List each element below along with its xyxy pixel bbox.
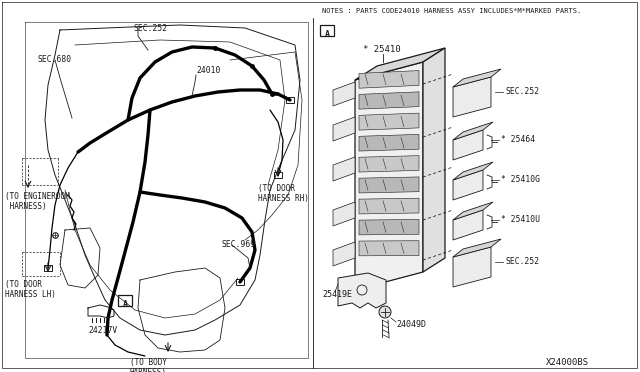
Bar	[236, 279, 244, 285]
Polygon shape	[333, 117, 355, 141]
Text: * 25464: * 25464	[501, 135, 535, 144]
Text: (TO DOOR
HARNESS LH): (TO DOOR HARNESS LH)	[5, 280, 56, 299]
Circle shape	[379, 306, 391, 318]
Polygon shape	[423, 48, 445, 272]
Polygon shape	[333, 157, 355, 181]
Text: (TO DOOR
HARNESS RH): (TO DOOR HARNESS RH)	[258, 184, 309, 203]
Text: * 25410G: * 25410G	[501, 176, 540, 185]
Polygon shape	[355, 48, 445, 80]
Text: SEC.969: SEC.969	[222, 240, 256, 249]
Polygon shape	[453, 130, 483, 160]
Bar	[118, 295, 132, 306]
Text: SEC.252: SEC.252	[505, 257, 539, 266]
Bar	[286, 97, 294, 103]
Text: A: A	[324, 30, 330, 39]
Text: * 25410U: * 25410U	[501, 215, 540, 224]
Polygon shape	[453, 69, 501, 87]
Polygon shape	[359, 71, 419, 88]
Polygon shape	[333, 242, 355, 266]
Bar	[274, 172, 282, 178]
Text: 24010: 24010	[196, 66, 220, 75]
Polygon shape	[355, 62, 423, 290]
Text: 25419E: 25419E	[322, 290, 352, 299]
Polygon shape	[359, 113, 419, 130]
Polygon shape	[359, 134, 419, 151]
Text: A: A	[122, 300, 127, 309]
Polygon shape	[453, 77, 491, 117]
Text: NOTES : PARTS CODE24010 HARNESS ASSY INCLUDES*M*MARKED PARTS.: NOTES : PARTS CODE24010 HARNESS ASSY INC…	[322, 8, 581, 14]
Text: (TO ENGINEROOM
 HARNESS): (TO ENGINEROOM HARNESS)	[5, 192, 70, 211]
Polygon shape	[453, 202, 493, 220]
Polygon shape	[359, 155, 419, 172]
Polygon shape	[359, 92, 419, 109]
Polygon shape	[359, 241, 419, 256]
Polygon shape	[359, 219, 419, 235]
Polygon shape	[453, 162, 493, 180]
Polygon shape	[333, 82, 355, 106]
Text: (TO BODY
HARNESS): (TO BODY HARNESS)	[129, 358, 166, 372]
Text: 24217V: 24217V	[88, 326, 117, 335]
Text: 24049D: 24049D	[396, 320, 426, 329]
Bar	[320, 25, 334, 36]
Polygon shape	[338, 273, 386, 308]
Text: X24000BS: X24000BS	[546, 358, 589, 367]
Polygon shape	[453, 122, 493, 140]
Text: * 25410: * 25410	[363, 45, 401, 54]
Text: SEC.252: SEC.252	[133, 24, 167, 33]
Polygon shape	[453, 239, 501, 257]
Bar	[44, 265, 52, 271]
Text: SEC.680: SEC.680	[38, 55, 72, 64]
Polygon shape	[359, 177, 419, 193]
Text: SEC.252: SEC.252	[505, 87, 539, 96]
Polygon shape	[453, 247, 491, 287]
Polygon shape	[359, 198, 419, 214]
Polygon shape	[453, 170, 483, 200]
Polygon shape	[333, 202, 355, 226]
Polygon shape	[453, 210, 483, 240]
